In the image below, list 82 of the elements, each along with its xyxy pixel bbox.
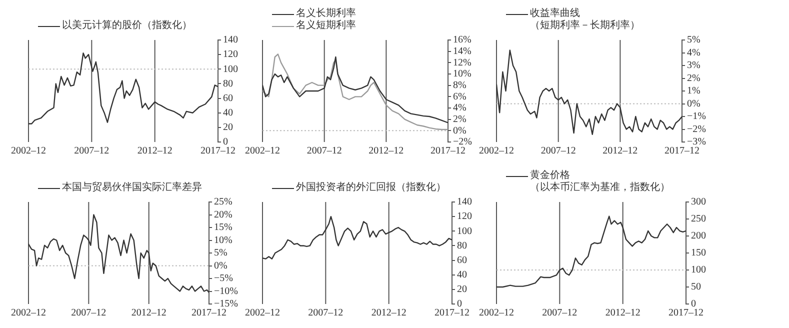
y-tick-label: 0%	[453, 125, 466, 136]
x-tick-label: 2012–12	[131, 308, 166, 319]
x-tick-label: 2002–12	[245, 146, 280, 157]
x-tick-label: 2012–12	[605, 308, 640, 319]
legend-label: 名义长期利率	[296, 8, 356, 20]
y-tick-label: 12%	[453, 57, 472, 68]
y-tick-label: 60	[223, 92, 233, 104]
y-tick-label: 40	[457, 269, 467, 280]
y-tick-label: −15%	[214, 298, 238, 310]
y-tick-label: 0%	[214, 260, 228, 272]
legend-label: 黄金价格（以本币汇率为基准，指数化）	[530, 170, 670, 194]
y-tick-label: 16%	[453, 34, 472, 46]
y-tick-label: 5%	[214, 248, 228, 259]
x-tick-label: 2012–12	[368, 146, 404, 157]
y-tick-label: 1%	[687, 86, 700, 97]
y-tick-label: −1%	[687, 111, 706, 122]
y-tick-label: 3%	[687, 60, 700, 72]
y-tick-label: 20%	[214, 209, 232, 220]
y-tick-label: 4%	[687, 47, 700, 58]
x-tick-label: 2002–12	[11, 146, 46, 157]
y-tick-label: 80	[457, 240, 467, 252]
x-tick-label: 2007–12	[71, 308, 106, 319]
x-tick-label: 2007–12	[542, 308, 578, 319]
y-tick-label: 4%	[453, 102, 466, 114]
legend-label: 外国投资者的外汇回报（指数化）	[296, 182, 446, 194]
x-tick-label: 2002–12	[479, 146, 514, 157]
legend-label: 收益率曲线（短期利率－长期利率）	[530, 8, 640, 32]
y-tick-label: −5%	[214, 273, 234, 284]
y-tick-label: 0	[691, 298, 696, 310]
y-tick-label: 0%	[687, 98, 700, 110]
y-tick-label: 100	[223, 64, 238, 75]
y-tick-label: 20	[457, 284, 467, 296]
y-tick-label: 150	[691, 248, 706, 259]
y-tick-label: 50	[691, 282, 701, 293]
x-tick-label: 2002–12	[11, 308, 46, 319]
y-tick-label: 60	[457, 254, 467, 266]
x-tick-label: 2007–12	[306, 146, 342, 157]
y-tick-label: 10%	[453, 68, 472, 80]
y-tick-label: 40	[223, 107, 233, 118]
y-tick-label: 25%	[214, 196, 232, 208]
legend-label: 本国与贸易伙伴国实际汇率差异	[62, 182, 202, 194]
y-tick-label: −2%	[687, 124, 706, 135]
x-tick-label: 2007–12	[74, 146, 110, 157]
y-tick-label: 14%	[453, 46, 472, 57]
y-tick-label: 120	[457, 211, 472, 222]
y-tick-label: 2%	[453, 114, 466, 125]
y-tick-label: 100	[457, 226, 472, 237]
y-tick-label: 8%	[453, 80, 466, 91]
y-tick-label: −10%	[214, 286, 238, 297]
y-tick-label: 0	[457, 298, 462, 310]
x-tick-label: 2017–12	[430, 146, 466, 157]
x-tick-label: 2017–12	[192, 308, 227, 319]
y-tick-label: −2%	[453, 136, 472, 148]
x-tick-label: 2017–12	[668, 308, 704, 319]
y-tick-label: 100	[691, 264, 706, 276]
x-tick-label: 2002–12	[245, 308, 280, 319]
x-tick-label: 2012–12	[371, 308, 406, 319]
y-tick-label: 15%	[214, 222, 232, 234]
y-tick-label: 0	[223, 136, 228, 148]
y-tick-label: 5%	[687, 34, 700, 46]
x-tick-label: 2007–12	[308, 308, 344, 319]
x-tick-label: 2007–12	[540, 146, 576, 157]
y-tick-label: −3%	[687, 136, 706, 148]
y-tick-label: 140	[223, 34, 238, 46]
legend-label: 以美元计算的股价（指数化）	[62, 20, 192, 32]
x-tick-label: 2012–12	[602, 146, 638, 157]
x-tick-label: 2012–12	[137, 146, 172, 157]
y-tick-label: 20	[223, 122, 233, 134]
y-tick-label: 300	[691, 196, 706, 208]
x-tick-label: 2017–12	[434, 308, 470, 319]
x-tick-label: 2002–12	[479, 308, 514, 319]
x-tick-label: 2017–12	[200, 146, 236, 157]
y-tick-label: 250	[691, 214, 706, 225]
y-tick-label: 200	[691, 230, 706, 242]
y-tick-label: 140	[457, 196, 472, 208]
y-tick-label: 10%	[214, 234, 232, 246]
legend-label: 名义短期利率	[296, 20, 356, 32]
y-tick-label: 80	[223, 78, 233, 90]
y-tick-label: 2%	[687, 72, 700, 84]
y-tick-label: 120	[223, 49, 238, 60]
y-tick-label: 6%	[453, 91, 466, 102]
x-tick-label: 2017–12	[664, 146, 700, 157]
